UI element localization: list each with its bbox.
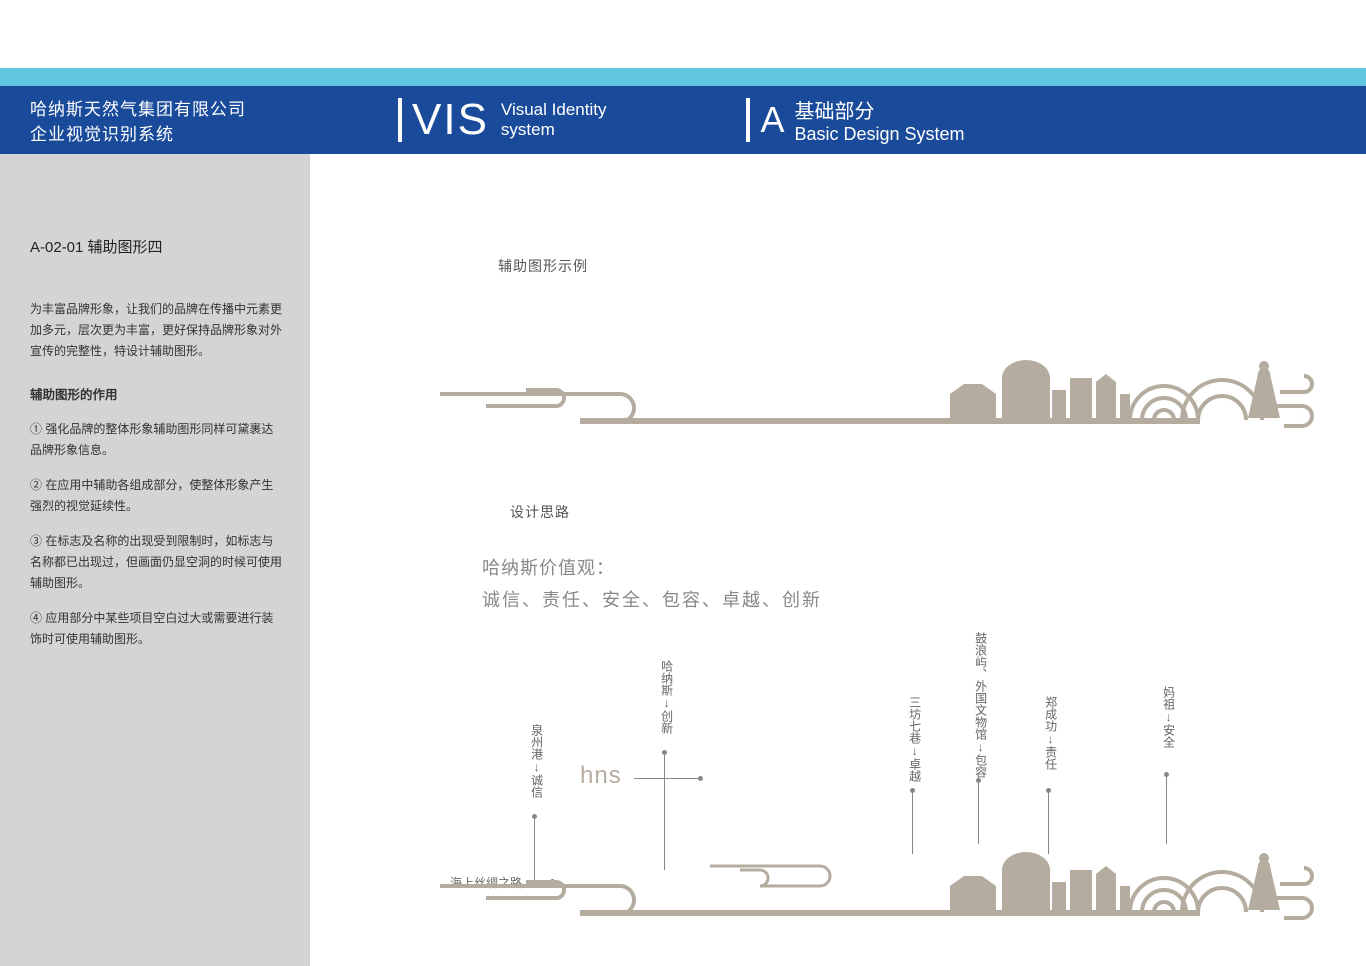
sidebar-item-1: ① 强化品牌的整体形象辅助图形同样可黛裹达品牌形象信息。: [30, 419, 282, 461]
annotation-hanasi: 哈纳斯↓创新: [658, 660, 674, 734]
sidebar-item-3: ③ 在标志及名称的出现受到限制时，如标志与名称都已出现过，但画面仍显空洞的时候可…: [30, 531, 282, 594]
values-title: 哈纳斯价值观：: [482, 554, 822, 580]
dot-zheng: [1046, 788, 1051, 793]
example-label: 辅助图形示例: [498, 256, 588, 276]
silhouette-example-top: [430, 322, 1316, 432]
cyan-accent-strip: [0, 68, 1366, 86]
sidebar-item-4: ④ 应用部分中某些项目空白过大或需要进行装饰时可使用辅助图形。: [30, 608, 282, 650]
header-divider-1: [398, 98, 402, 142]
annotation-sanfang: 三坊七巷↓卓越: [906, 696, 922, 782]
main-canvas: 辅助图形示例: [310, 154, 1366, 966]
leader-hns-h: [634, 778, 700, 779]
vis-subtitle: Visual Identity system: [501, 100, 607, 139]
sidebar-item-2: ② 在应用中辅助各组成部分，使整体形象产生强烈的视觉延续性。: [30, 475, 282, 517]
page-code: A-02-01 辅助图形四: [30, 236, 282, 257]
vis-sub-line2: system: [501, 120, 607, 140]
section-en: Basic Design System: [794, 124, 964, 145]
company-subtitle: 企业视觉识别系统: [30, 120, 310, 145]
values-block: 哈纳斯价值观： 诚信、责任、安全、包容、卓越、创新: [482, 554, 822, 612]
annotation-mazu: 妈祖↓安全: [1160, 686, 1176, 748]
header-vis-block: VIS Visual Identity system: [398, 95, 606, 145]
vis-sub-line1: Visual Identity: [501, 100, 607, 120]
dot-hns: [698, 776, 703, 781]
section-letter: A: [760, 99, 784, 141]
annotation-quanzhou: 泉州港↓诚信: [528, 724, 544, 798]
section-cn: 基础部分: [794, 95, 964, 124]
hns-label: hns: [580, 762, 622, 790]
sidebar-subhead: 辅助图形的作用: [30, 384, 282, 403]
dot-mazu: [1164, 772, 1169, 777]
dot-sanfang: [910, 788, 915, 793]
silhouette-example-bottom: [430, 814, 1316, 924]
company-name-cn: 哈纳斯天然气集团有限公司: [30, 95, 310, 120]
header-section-block: A 基础部分 Basic Design System: [746, 95, 964, 145]
page-header: 哈纳斯天然气集团有限公司 企业视觉识别系统 VIS Visual Identit…: [0, 86, 1366, 154]
values-list: 诚信、责任、安全、包容、卓越、创新: [482, 586, 822, 612]
design-idea-label: 设计思路: [510, 502, 570, 522]
annotation-zheng: 郑成功↓责任: [1042, 696, 1058, 770]
header-company: 哈纳斯天然气集团有限公司 企业视觉识别系统: [30, 95, 310, 145]
header-divider-2: [746, 98, 750, 142]
sidebar-panel: A-02-01 辅助图形四 为丰富品牌形象，让我们的品牌在传播中元素更加多元，层…: [0, 154, 310, 966]
vis-logo-text: VIS: [412, 95, 489, 145]
section-title: 基础部分 Basic Design System: [794, 95, 964, 145]
dot-hanasi: [662, 750, 667, 755]
dot-gulang: [976, 778, 981, 783]
sidebar-intro: 为丰富品牌形象，让我们的品牌在传播中元素更加多元，层次更为丰富，更好保持品牌形象…: [30, 299, 282, 362]
annotation-gulang: 鼓浪屿、外国文物馆↓包容: [972, 632, 988, 778]
